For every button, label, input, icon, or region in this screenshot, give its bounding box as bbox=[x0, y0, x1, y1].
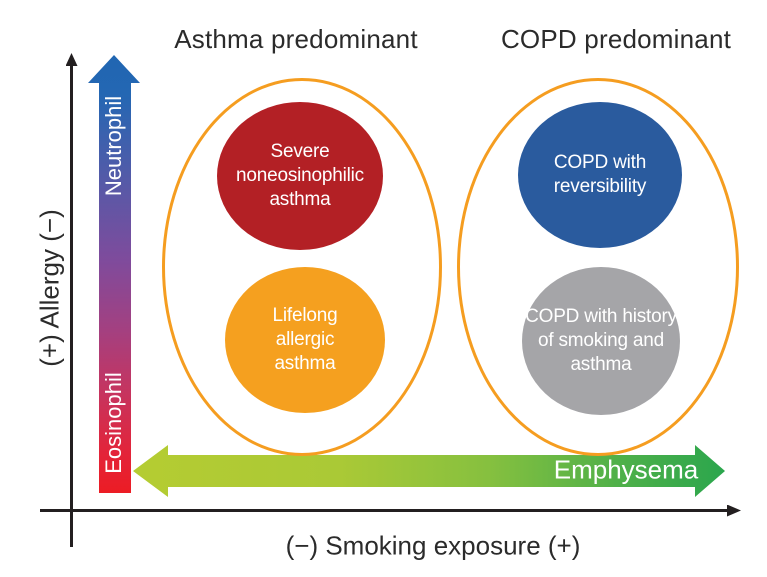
node-text-line: Lifelong bbox=[272, 305, 338, 326]
asthma-predominant-title: Asthma predominant bbox=[174, 24, 418, 54]
node-text-line: of smoking and bbox=[537, 330, 665, 351]
copd-predominant-ellipse bbox=[457, 78, 739, 456]
y-axis-label: (+) Allergy (−) bbox=[34, 209, 65, 367]
copd-predominant-title: COPD predominant bbox=[500, 24, 732, 54]
node-text-line: COPD with history bbox=[525, 306, 677, 327]
y-axis-arrowhead-icon bbox=[65, 53, 78, 66]
node-text-line: asthma bbox=[274, 353, 336, 374]
copd-with-reversibility-node: COPD with reversibility bbox=[518, 102, 682, 248]
node-text-line: asthma bbox=[269, 189, 331, 210]
node-text-line: Severe bbox=[270, 141, 330, 162]
asthma-predominant-ellipse bbox=[162, 78, 442, 456]
node-text-line: reversibility bbox=[553, 176, 647, 197]
copd-history-smoking-asthma-node: COPD with history of smoking and asthma bbox=[522, 267, 680, 415]
emphysema-label: Emphysema bbox=[553, 454, 699, 485]
severe-noneosinophilic-asthma-node: Severe noneosinophilic asthma bbox=[217, 102, 383, 250]
lifelong-allergic-asthma-node: Lifelong allergic asthma bbox=[225, 267, 385, 413]
x-axis-arrowhead-icon bbox=[727, 504, 741, 517]
x-axis-label: (−) Smoking exposure (+) bbox=[285, 530, 581, 561]
eosinophil-label: Eosinophil bbox=[101, 372, 126, 474]
neutrophil-label: Neutrophil bbox=[101, 95, 126, 197]
node-text-line: COPD with bbox=[553, 152, 647, 173]
x-axis-line bbox=[40, 509, 730, 512]
y-axis-line bbox=[70, 63, 73, 547]
node-text-line: asthma bbox=[570, 354, 632, 375]
node-text-line: allergic bbox=[275, 329, 335, 350]
node-text-line: noneosinophilic bbox=[236, 165, 364, 186]
